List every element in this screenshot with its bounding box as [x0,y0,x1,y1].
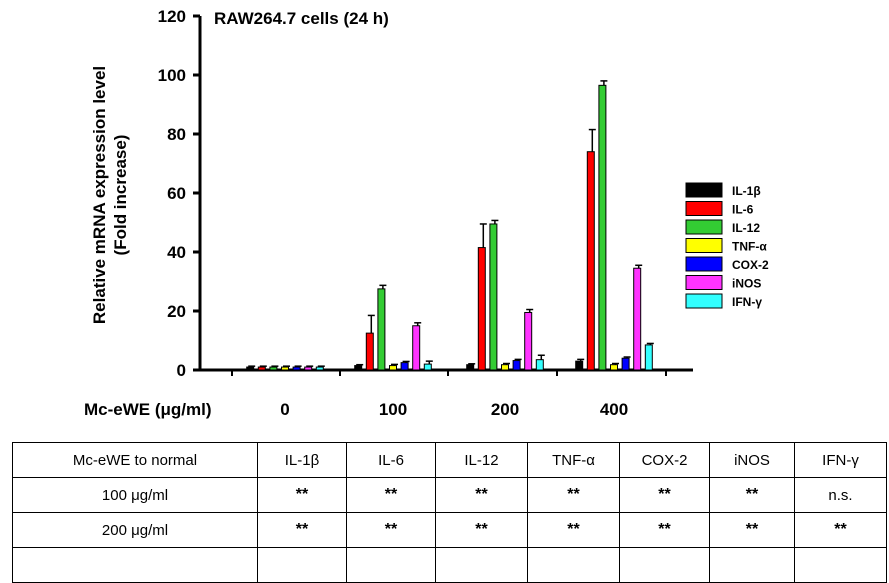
y-tick-label: 100 [158,66,186,85]
table-cell: ** [794,512,887,548]
table-cell: ** [257,477,347,513]
bar [501,364,509,371]
y-axis-label-line2: (Fold increase) [111,135,130,256]
bar [423,363,432,371]
y-tick-label: 0 [177,361,186,380]
table-cell: ** [346,512,436,548]
table-header-cell: COX-2 [619,442,710,478]
bar [512,360,521,371]
x-category-label: 0 [280,400,289,419]
y-axis-label-line1: Relative mRNA expression level [90,66,109,324]
table-cell: ** [346,477,436,513]
significance-table: Mc-eWE to normal IL-1β IL-6 IL-12 TNF-α … [12,442,887,583]
table-cell [619,547,710,583]
legend-label: IL-12 [732,221,760,235]
table-cell: ** [709,512,795,548]
table-row [12,547,887,583]
bar [365,332,374,371]
legend-swatch [685,219,723,235]
table-cell: ** [527,477,620,513]
table-cell [709,547,795,583]
bar [621,357,630,371]
bar [304,366,313,371]
table-row: 100 μg/ml ** ** ** ** ** ** n.s. [12,477,887,513]
table-cell: ** [435,512,528,548]
bar [477,247,486,371]
legend-swatch [685,293,723,309]
table-cell: ** [619,477,710,513]
legend-swatch [685,201,723,216]
plot-area: 0 20 40 60 80 100 120 0 100 200 400 [158,7,693,419]
bar [489,223,498,371]
row-label [12,547,258,583]
bar [535,359,544,371]
table-header-cell: IFN-γ [794,442,887,478]
x-category-label: 100 [379,400,407,419]
table-header-cell: TNF-α [527,442,620,478]
y-tick-label: 20 [167,302,186,321]
bar [400,362,409,371]
legend: IL-1β IL-6 IL-12 TNF-α COX-2 iNOS IFN-γ [685,182,769,309]
chart-title: RAW264.7 cells (24 h) [214,9,389,28]
table-cell: ** [709,477,795,513]
bar [524,311,533,371]
table-cell [527,547,620,583]
legend-label: IL-6 [732,203,754,217]
legend-swatch [685,275,723,290]
bar [246,366,255,371]
x-axis-label: Mc-eWE (μg/ml) [84,400,212,419]
legend-label: IL-1β [732,184,761,198]
table-header-row: Mc-eWE to normal IL-1β IL-6 IL-12 TNF-α … [12,442,887,478]
bar [281,366,289,371]
y-tick-label: 80 [167,125,186,144]
table-cell: ** [257,512,347,548]
x-category-label: 400 [600,400,628,419]
table-cell [257,547,347,583]
bar [354,365,363,371]
table-cell: ** [527,512,620,548]
legend-label: IFN-γ [732,295,762,309]
bar [575,360,584,371]
bar [644,344,653,371]
legend-label: iNOS [732,277,761,291]
row-label: 200 μg/ml [12,512,258,548]
bar [586,151,595,371]
bar [315,366,324,371]
bar [389,365,397,371]
y-tick-label: 120 [158,7,186,26]
bar [466,364,475,371]
bar-chart: RAW264.7 cells (24 h) Relative mRNA expr… [84,7,769,419]
table-header-cell: IL-6 [346,442,436,478]
row-label: 100 μg/ml [12,477,258,513]
legend-swatch [685,256,723,272]
bar [633,267,642,371]
table-cell [435,547,528,583]
y-tick-label: 40 [167,243,186,262]
legend-label: TNF-α [732,240,767,254]
bar [377,288,386,371]
table-cell: ** [619,512,710,548]
bar [292,366,301,371]
y-tick-label: 60 [167,184,186,203]
table-row: 200 μg/ml ** ** ** ** ** ** ** [12,512,887,548]
bar [269,366,278,371]
legend-label: COX-2 [732,258,769,272]
bar [598,84,607,371]
legend-swatch [685,182,723,198]
table-cell [794,547,887,583]
table-cell: ** [435,477,528,513]
table-header-cell: iNOS [709,442,795,478]
legend-swatch [685,238,723,253]
table-cell: n.s. [794,477,887,513]
bar [257,366,266,371]
table-header-cell: Mc-eWE to normal [12,442,258,478]
bar [610,364,618,371]
table-cell [346,547,436,583]
bar [412,325,421,371]
table-header-cell: IL-12 [435,442,528,478]
x-category-label: 200 [491,400,519,419]
table-header-cell: IL-1β [257,442,347,478]
